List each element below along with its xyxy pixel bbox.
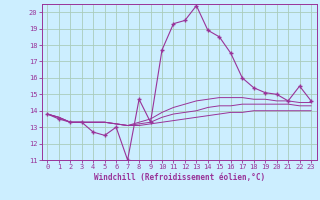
X-axis label: Windchill (Refroidissement éolien,°C): Windchill (Refroidissement éolien,°C)	[94, 173, 265, 182]
